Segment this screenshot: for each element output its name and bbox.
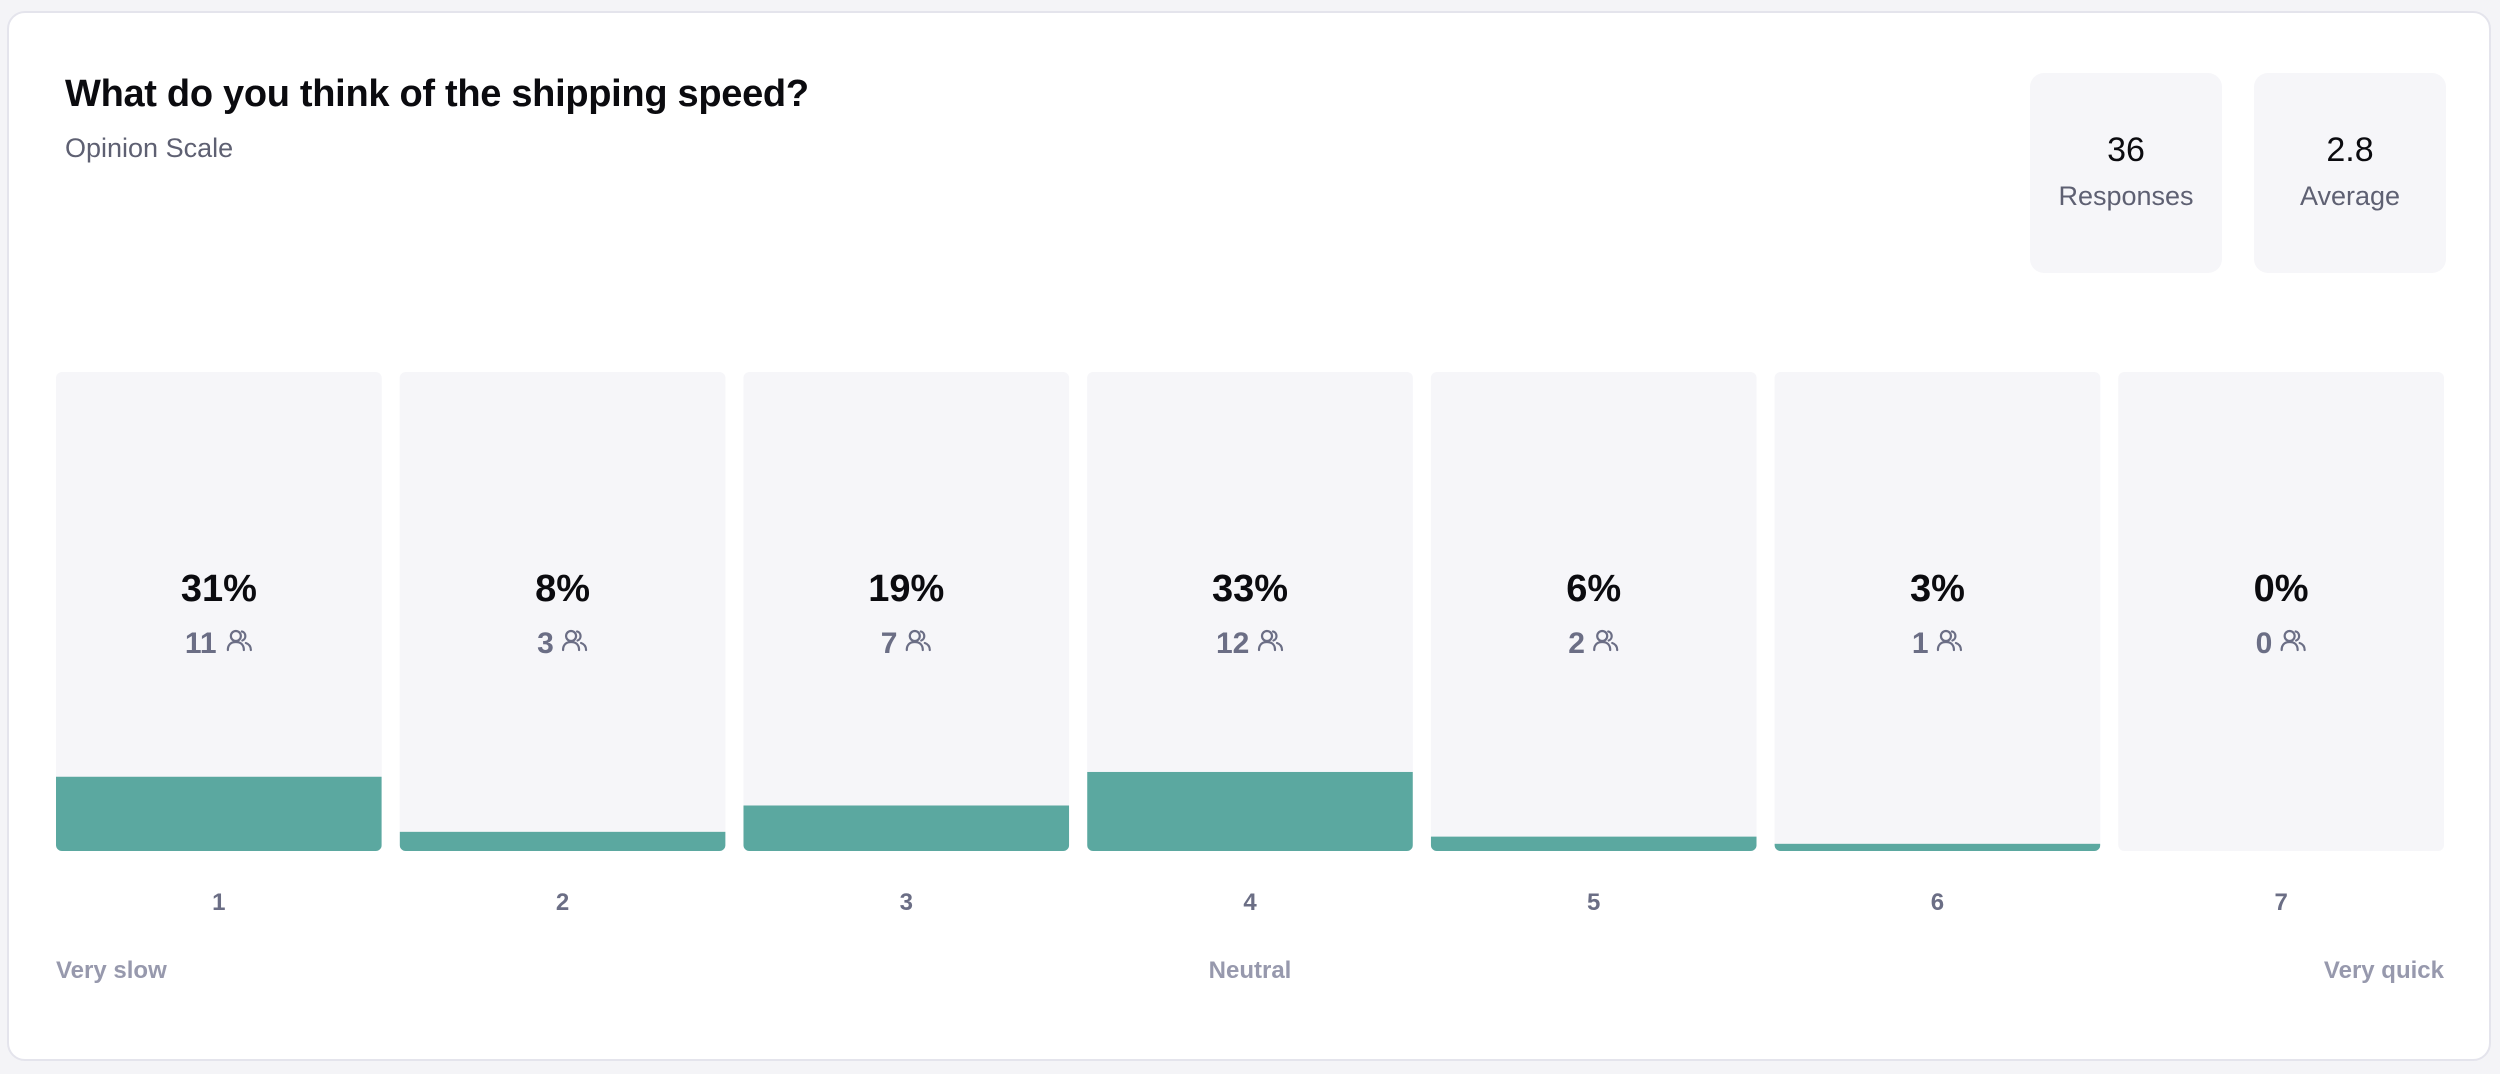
question-title: What do you think of the shipping speed? (65, 73, 809, 115)
bar-count-label: 11 (185, 627, 217, 660)
users-icon (905, 629, 931, 652)
average-value: 2.8 (2326, 131, 2374, 169)
bar-percent-label: 19% (868, 568, 944, 610)
bar-column-2: 8% 3 2 (399, 372, 726, 916)
bar-count-label: 3 (537, 627, 554, 660)
bar-column-6: 3% 1 6 (1774, 372, 2101, 916)
bar-column-4: 33% 12 4 (1087, 372, 1413, 916)
bar (399, 831, 726, 851)
bar-percent-label: 8% (535, 568, 590, 610)
bar (1430, 836, 1757, 851)
bar-background (399, 372, 726, 851)
bar-background (1430, 372, 1757, 851)
x-tick-label: 1 (212, 889, 225, 916)
bar-count-label: 0 (2256, 627, 2273, 660)
scale-label-mid: Neutral (1209, 957, 1292, 984)
bar-column-7: 0% 0 7 (2118, 372, 2444, 916)
bar-percent-label: 6% (1566, 568, 1621, 610)
users-icon (1257, 629, 1284, 652)
x-tick-label: 2 (556, 889, 569, 916)
bar-background (56, 372, 382, 851)
bar-count-label: 7 (881, 627, 898, 660)
users-icon (226, 629, 252, 652)
bar-count-label: 12 (1216, 627, 1249, 660)
x-tick-label: 7 (2274, 889, 2287, 916)
bar-percent-label: 0% (2254, 568, 2309, 610)
bar-column-1: 31%111 (56, 372, 382, 916)
bar-percent-label: 33% (1212, 568, 1288, 610)
bar-percent-label: 31% (181, 568, 257, 610)
x-tick-label: 6 (1931, 889, 1944, 916)
bar-column-3: 19% 7 3 (743, 372, 1070, 916)
x-tick-label: 4 (1243, 889, 1257, 916)
users-icon (561, 629, 588, 652)
bar (1774, 843, 2101, 851)
responses-value: 36 (2107, 131, 2145, 169)
bar (743, 805, 1070, 851)
bar-count-label: 1 (1912, 627, 1929, 660)
question-type: Opinion Scale (65, 133, 234, 163)
bar-count-label: 2 (1568, 627, 1585, 660)
bar-background (2118, 372, 2444, 851)
users-icon (1593, 629, 1619, 652)
scale-label-low: Very slow (56, 957, 167, 984)
x-tick-label: 5 (1587, 889, 1600, 916)
bar-background (743, 372, 1070, 851)
users-icon (1936, 629, 1963, 652)
responses-label: Responses (2058, 181, 2194, 211)
bar (56, 776, 382, 851)
bar (1087, 771, 1413, 851)
average-label: Average (2299, 181, 2401, 211)
users-icon (2280, 629, 2306, 652)
x-tick-label: 3 (900, 889, 913, 916)
responses-stat: 36 Responses (2030, 73, 2222, 273)
average-stat: 2.8 Average (2254, 73, 2446, 273)
bar-background (1087, 372, 1413, 851)
bar-column-5: 6% 2 5 (1430, 372, 1757, 916)
bar-percent-label: 3% (1910, 568, 1965, 610)
bar-background (1774, 372, 2101, 851)
scale-label-high: Very quick (2324, 957, 2445, 984)
